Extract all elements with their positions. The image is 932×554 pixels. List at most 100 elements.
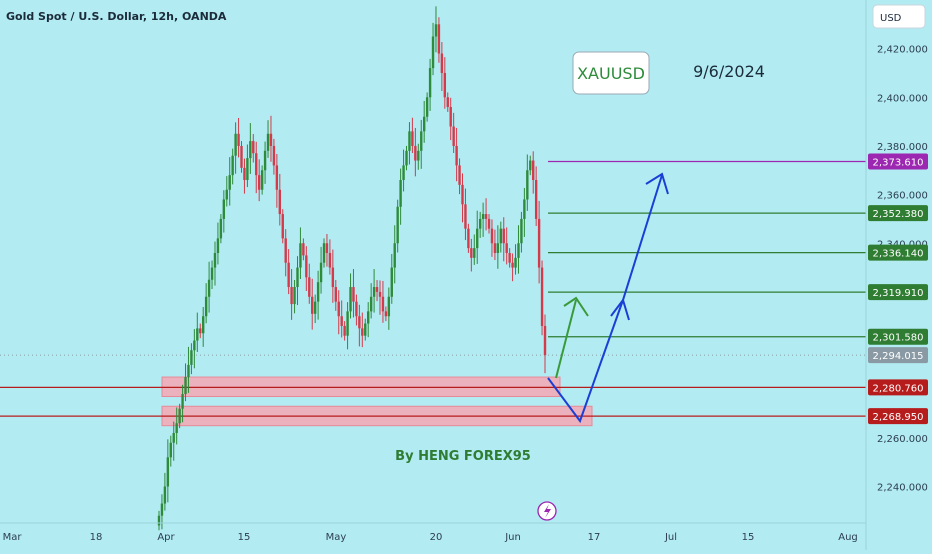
- candle: [399, 168, 402, 225]
- price-level-label: 2,268.950: [868, 408, 928, 425]
- price-level-label: 2,352.380: [868, 205, 928, 222]
- candle: [252, 134, 255, 163]
- lightning-icon[interactable]: [537, 501, 557, 521]
- candle: [517, 225, 520, 274]
- candle: [520, 211, 523, 253]
- price-tick-label: 2,240.000: [877, 483, 928, 494]
- candle: [246, 144, 249, 188]
- symbol-text: XAUUSD: [577, 64, 645, 83]
- price-level-label: 2,280.760: [868, 379, 928, 396]
- chart-title: Gold Spot / U.S. Dollar, 12h, OANDA: [6, 10, 227, 23]
- svg-text:2,294.015: 2,294.015: [873, 351, 924, 362]
- candle: [478, 211, 482, 238]
- candle: [461, 173, 464, 223]
- candle: [293, 279, 296, 314]
- candle: [275, 153, 279, 208]
- time-tick-label: Aug: [838, 532, 858, 543]
- time-axis[interactable]: Mar 18 Apr 15 May 20 Jun 17 Jul 15 Aug: [0, 522, 866, 543]
- candle: [193, 329, 196, 369]
- candle: [169, 435, 172, 467]
- svg-text:2,336.140: 2,336.140: [873, 249, 924, 260]
- candle: [163, 472, 167, 511]
- green-projection-arrow: [555, 296, 589, 379]
- candle: [440, 42, 444, 91]
- candle: [490, 219, 494, 257]
- candle: [334, 279, 337, 311]
- candle: [178, 403, 181, 429]
- candle: [543, 314, 547, 374]
- candle: [443, 57, 447, 109]
- candle: [331, 249, 335, 303]
- candle: [340, 300, 343, 338]
- candle: [308, 263, 311, 304]
- candle: [455, 127, 458, 182]
- candle: [464, 188, 467, 241]
- candle: [420, 119, 423, 169]
- candle: [175, 407, 178, 445]
- candle: [355, 294, 358, 326]
- time-tick-label: Apr: [157, 532, 175, 543]
- candle: [305, 246, 308, 291]
- candle: [493, 229, 497, 261]
- price-tick-label: 2,380.000: [877, 142, 928, 153]
- candle: [402, 149, 405, 192]
- candle: [422, 100, 426, 143]
- candle: [337, 290, 340, 335]
- candle: [260, 165, 264, 195]
- candle: [166, 439, 170, 503]
- candle: [364, 318, 367, 341]
- time-tick-label: 15: [742, 532, 755, 543]
- time-tick-label: May: [326, 532, 347, 543]
- candle: [272, 138, 276, 175]
- candles-layer: [157, 6, 547, 531]
- date-annotation: 9/6/2024: [693, 62, 765, 81]
- candle: [231, 148, 234, 185]
- time-tick-label: Jun: [504, 532, 521, 543]
- svg-text:2,319.910: 2,319.910: [873, 288, 924, 299]
- price-level-label: 2,373.610: [868, 153, 928, 170]
- candle: [187, 346, 190, 393]
- candle: [257, 159, 261, 202]
- candle: [396, 199, 399, 253]
- time-tick-label: Mar: [3, 532, 23, 543]
- candle: [508, 248, 511, 268]
- candle: [540, 260, 544, 336]
- candle: [470, 238, 473, 272]
- currency-button[interactable]: USD: [872, 4, 926, 29]
- candle: [349, 273, 352, 319]
- levels-layer: [0, 160, 866, 417]
- candle: [290, 269, 293, 320]
- candle: [255, 141, 258, 194]
- candle: [428, 58, 432, 111]
- candle: [278, 173, 282, 226]
- price-tick-label: 2,420.000: [877, 45, 928, 56]
- time-tick-label: 20: [430, 532, 443, 543]
- candle: [204, 283, 208, 324]
- candle: [322, 238, 326, 268]
- candle: [393, 225, 396, 284]
- candle: [411, 117, 414, 154]
- time-tick-label: Jul: [664, 532, 677, 543]
- candle: [216, 222, 220, 265]
- candle: [514, 244, 517, 275]
- candle: [358, 304, 361, 347]
- candle: [328, 239, 332, 275]
- candle: [378, 280, 382, 315]
- candle: [313, 294, 317, 324]
- candle: [449, 97, 452, 141]
- candle: [458, 158, 461, 195]
- candle: [499, 221, 503, 253]
- svg-text:2,301.580: 2,301.580: [873, 333, 924, 344]
- candle: [284, 229, 287, 277]
- candle: [266, 120, 270, 158]
- candle: [437, 17, 441, 63]
- author-annotation: By HENG FOREX95: [395, 449, 531, 464]
- candle: [496, 225, 500, 269]
- candle: [452, 112, 455, 154]
- candle: [249, 123, 252, 174]
- candle: [219, 214, 223, 244]
- candle: [311, 278, 314, 330]
- candle: [343, 321, 346, 341]
- price-level-label: 2,336.140: [868, 244, 928, 261]
